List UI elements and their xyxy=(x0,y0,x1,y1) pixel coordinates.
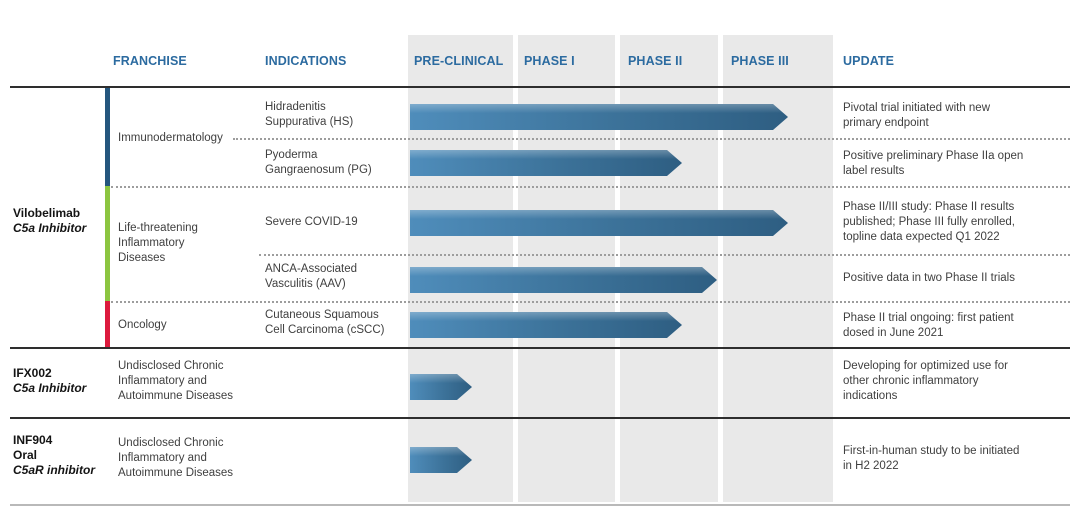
phase-arrow-cscc xyxy=(410,312,682,338)
column-header-phase3: PHASE III xyxy=(731,54,789,68)
row-divider-inflammatory-oncology xyxy=(111,301,1070,303)
indication-label-pg: Pyoderma Gangraenosum (PG) xyxy=(265,149,372,176)
row-divider-hs-pg xyxy=(233,138,1070,140)
indication-label-covid: Severe COVID-19 xyxy=(265,216,358,228)
update-text-inf904: First-in-human study to be initiated in … xyxy=(843,445,1020,472)
phase-arrow-inf904 xyxy=(410,447,472,473)
indication-label-hs: Hidradenitis Suppurativa (HS) xyxy=(265,101,354,128)
column-header-franchise: FRANCHISE xyxy=(113,54,187,68)
phase-arrow-pg xyxy=(410,150,682,176)
column-header-indications: INDICATIONS xyxy=(265,54,347,68)
bottom-border-line xyxy=(10,504,1070,506)
drug-name: Vilobelimab xyxy=(13,206,81,220)
phase-arrow-covid xyxy=(410,210,788,236)
column-header-phase2: PHASE II xyxy=(628,54,683,68)
header-divider-line xyxy=(10,86,1070,88)
franchise-label-oncology: Oncology xyxy=(118,319,167,331)
franchise-color-bar-oncology xyxy=(105,301,110,347)
franchise-color-bar-immunodermatology xyxy=(105,88,110,186)
franchise-label-inflammatory: Life-threatening Inflammatory Diseases xyxy=(118,222,198,264)
drug-label-ifx002: IFX002 C5a Inhibitor xyxy=(13,366,105,396)
column-header-update: UPDATE xyxy=(843,54,895,68)
row-divider-covid-aav xyxy=(259,254,1070,256)
indication-label-aav: ANCA-Associated Vasculitis (AAV) xyxy=(265,263,358,290)
update-text-pg: Positive preliminary Phase IIa open labe… xyxy=(843,150,1024,177)
franchise-label-undisclosed-ifx002: Undisclosed Chronic Inflammatory and Aut… xyxy=(118,360,234,402)
drug-moa: C5a Inhibitor xyxy=(13,381,87,395)
phase-arrow-ifx002 xyxy=(410,374,472,400)
group-divider-vilobelimab-ifx002 xyxy=(10,347,1070,349)
drug-moa: C5a Inhibitor xyxy=(13,221,87,235)
drug-name: INF904 xyxy=(13,433,53,447)
drug-label-inf904: INF904 Oral C5aR inhibitor xyxy=(13,433,105,478)
update-text-hs: Pivotal trial initiated with new primary… xyxy=(843,102,991,129)
drug-label-vilobelimab: Vilobelimab C5a Inhibitor xyxy=(13,206,105,236)
column-header-phase1: PHASE I xyxy=(524,54,575,68)
drug-name: IFX002 xyxy=(13,366,52,380)
update-text-covid: Phase II/III study: Phase II results pub… xyxy=(843,201,1015,243)
update-text-aav: Positive data in two Phase II trials xyxy=(843,272,1015,284)
group-divider-ifx002-inf904 xyxy=(10,417,1070,419)
indication-label-cscc: Cutaneous Squamous Cell Carcinoma (cSCC) xyxy=(265,309,385,336)
row-divider-immuno-inflammatory xyxy=(111,186,1070,188)
phase-arrow-hs xyxy=(410,104,788,130)
column-header-preclinical: PRE-CLINICAL xyxy=(414,54,504,68)
phase-arrow-aav xyxy=(410,267,717,293)
franchise-label-undisclosed-inf904: Undisclosed Chronic Inflammatory and Aut… xyxy=(118,437,234,479)
update-text-cscc: Phase II trial ongoing: first patient do… xyxy=(843,312,1014,339)
franchise-color-bar-inflammatory xyxy=(105,186,110,301)
drug-route: Oral xyxy=(13,448,38,462)
franchise-label-immunodermatology: Immunodermatology xyxy=(118,132,223,144)
update-text-ifx002: Developing for optimized use for other c… xyxy=(843,360,1008,402)
drug-moa: C5aR inhibitor xyxy=(13,463,96,477)
